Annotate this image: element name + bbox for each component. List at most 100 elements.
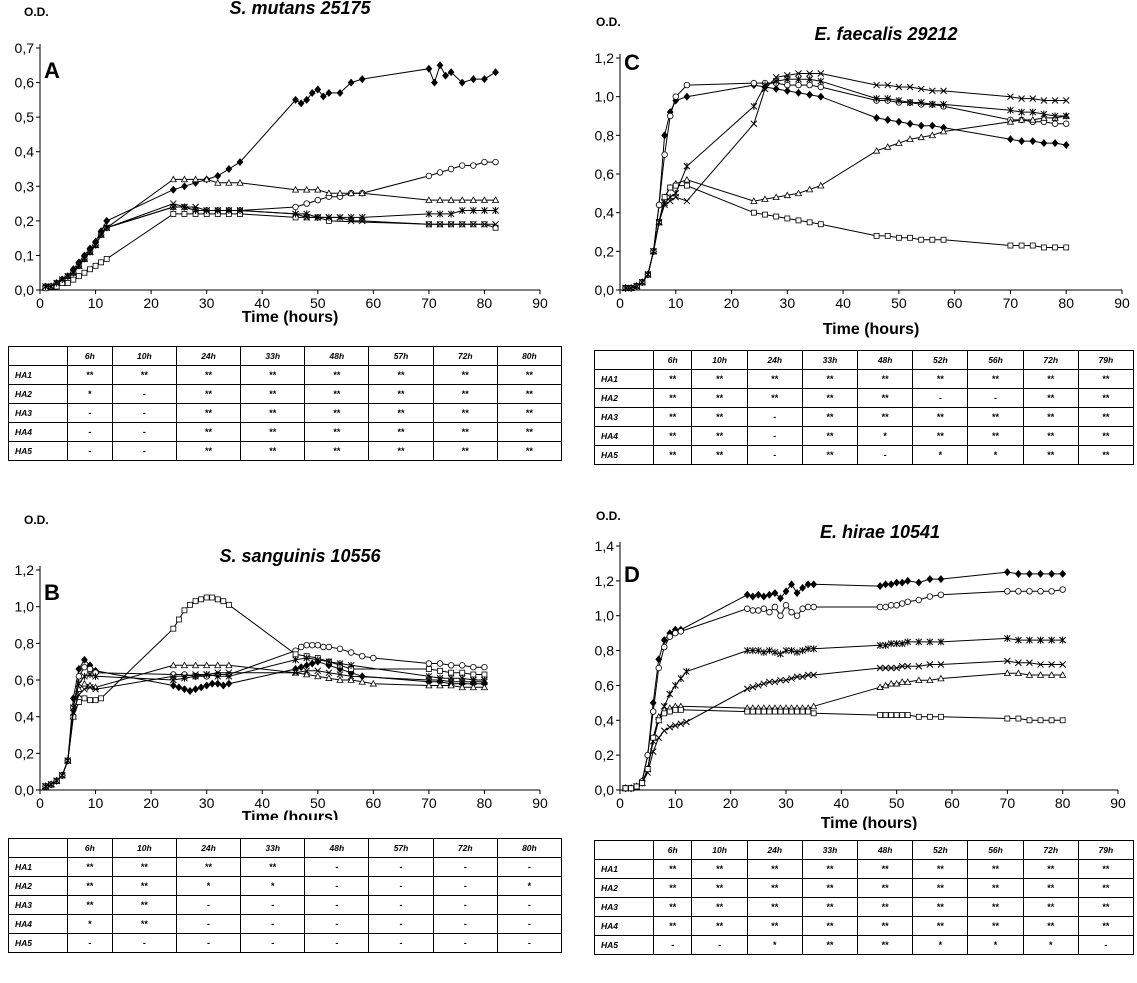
data-point [667, 184, 674, 191]
data-point [783, 191, 792, 199]
series-triangle-open [621, 112, 1070, 291]
table-cell: ** [496, 403, 563, 423]
data-point [1026, 569, 1033, 578]
table-cell: - [240, 895, 306, 915]
data-point [219, 681, 227, 690]
series-line [625, 660, 1063, 789]
table-cell: ** [1077, 916, 1135, 936]
column-header: 10h [111, 838, 177, 858]
chart-title: S. mutans 25175 [229, 0, 371, 18]
data-point [447, 196, 455, 203]
table-cell: * [67, 384, 113, 404]
data-point [899, 600, 906, 607]
table-cell: ** [432, 384, 498, 404]
table-cell: - [746, 407, 803, 427]
table-header-row: 6h 10h 24h 33h 48h 57h 72h 80h [8, 838, 563, 858]
data-point [666, 112, 674, 120]
data-point [181, 607, 188, 614]
data-point [1048, 661, 1055, 668]
table-row: HA4- - ** ** ** ** ** ** [8, 422, 563, 442]
data-point [186, 687, 194, 695]
data-point [81, 685, 88, 693]
data-point [458, 78, 466, 87]
row-label: HA2 [8, 876, 68, 896]
data-point [436, 660, 444, 667]
x-tick-label: 90 [532, 795, 548, 811]
series-star [42, 203, 499, 291]
data-point [622, 785, 629, 792]
table-cell: - [175, 895, 242, 915]
data-point [292, 203, 299, 211]
data-point [64, 280, 71, 286]
table-cell: ** [746, 916, 803, 936]
row-label: HA2 [8, 384, 68, 404]
data-point [766, 708, 773, 715]
data-point [804, 671, 812, 679]
row-label: HA5 [594, 935, 654, 955]
data-point [458, 683, 466, 691]
data-point [743, 647, 751, 655]
data-point [666, 633, 673, 640]
data-point [873, 232, 880, 239]
data-point [633, 282, 641, 290]
column-header: 6h [652, 840, 693, 860]
table-cell: ** [304, 384, 370, 404]
data-point [425, 676, 433, 684]
x-tick-label: 90 [1114, 295, 1130, 311]
table-cell: ** [691, 445, 748, 465]
data-point [75, 665, 83, 673]
table-cell: * [496, 876, 563, 896]
column-header: 80h [496, 838, 563, 858]
table-corner [8, 838, 68, 858]
data-point [297, 99, 305, 108]
data-point [1026, 588, 1033, 595]
row-label: HA1 [594, 859, 654, 879]
data-point [447, 68, 455, 77]
table-corner [8, 346, 68, 366]
table-cell: ** [304, 403, 370, 423]
data-point [906, 98, 914, 106]
x-tick-label: 0 [616, 295, 624, 311]
table-row: HA4 * ** - - - - - - [8, 914, 563, 934]
column-header: 56h [967, 840, 1024, 860]
table-cell: - [240, 914, 306, 934]
table-row: HA5- - ** ** ** ** ** ** [8, 441, 563, 461]
data-point [795, 88, 802, 97]
data-point [347, 676, 355, 683]
table-cell: ** [857, 859, 914, 879]
table-cell: ** [304, 422, 370, 442]
data-point [492, 158, 499, 166]
data-point [325, 88, 333, 97]
data-point [887, 664, 895, 672]
data-point [1037, 717, 1044, 724]
data-point [1015, 715, 1022, 722]
data-point [1048, 569, 1055, 578]
data-point [58, 276, 66, 283]
data-point [491, 196, 500, 203]
table-cell: ** [175, 441, 242, 461]
data-point [794, 708, 800, 715]
table-cell: ** [912, 407, 969, 427]
data-point [303, 667, 311, 675]
data-point [75, 262, 83, 270]
data-point [937, 591, 945, 598]
table-row: HA3 ** ** ** ** ** ** ** ** ** [594, 897, 1135, 917]
table-row: HA2 ** ** * * - - - * [8, 876, 563, 896]
data-point [683, 175, 691, 183]
data-point [628, 785, 634, 792]
table-cell: - [496, 857, 563, 877]
data-point [425, 681, 433, 689]
data-point [917, 133, 925, 141]
data-point [459, 669, 466, 676]
data-point [303, 214, 311, 221]
column-header: 10h [691, 840, 748, 860]
table-cell: * [967, 445, 1024, 465]
series-line [625, 637, 1063, 789]
data-point [1058, 671, 1067, 678]
x-tick-label: 20 [724, 295, 740, 311]
data-point [225, 661, 233, 669]
data-point [436, 196, 444, 203]
data-point [882, 580, 889, 589]
data-point [203, 671, 211, 678]
data-point [86, 248, 94, 256]
